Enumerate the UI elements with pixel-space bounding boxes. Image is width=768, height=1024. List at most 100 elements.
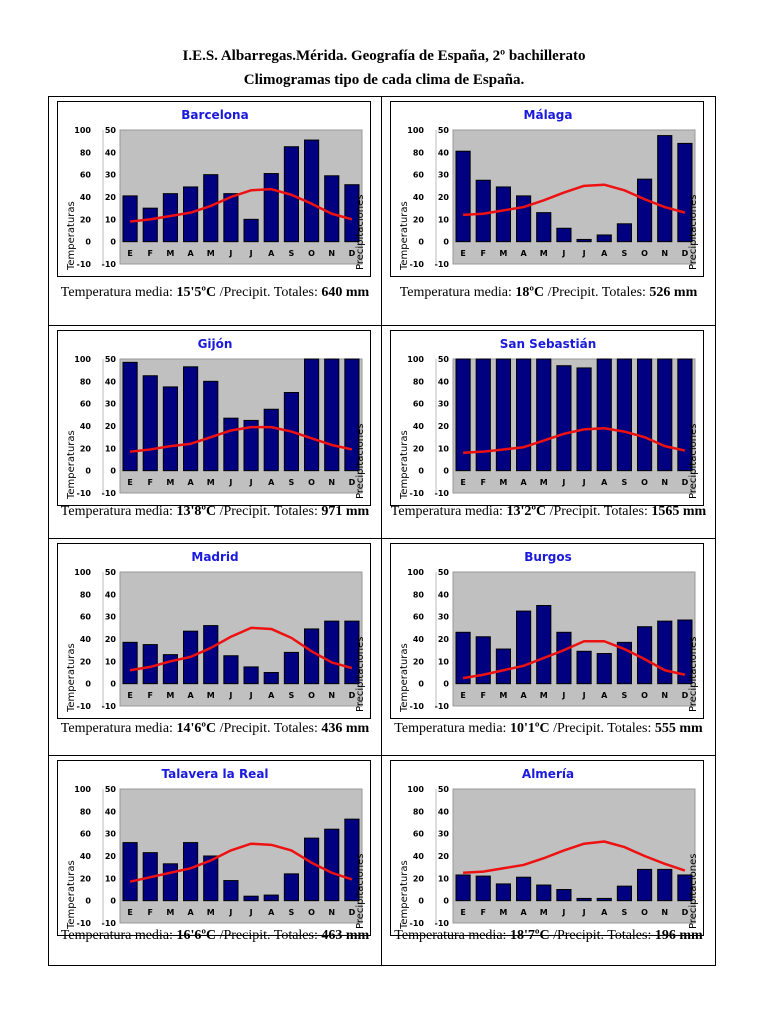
month-label: S <box>289 478 295 487</box>
precip-bar <box>616 641 632 685</box>
precip-bar <box>344 358 360 472</box>
precip-bar <box>122 195 138 243</box>
y-axis-label: Temperaturas <box>399 201 410 271</box>
precip-tick-label: 60 <box>80 613 92 622</box>
precip-bar <box>536 884 552 902</box>
month-label: N <box>661 691 668 700</box>
temperature-line <box>129 842 353 883</box>
month-label: M <box>540 478 548 487</box>
chart-frame: Talavera la Real 50 100 40 80 30 60 20 40 10 20 0 0 -… <box>57 760 371 936</box>
precip-bar <box>637 626 653 685</box>
month-label: A <box>520 249 527 258</box>
temp-tick-label: 50 <box>105 126 117 135</box>
month-label: E <box>460 908 465 917</box>
precip-tick-label: 80 <box>80 807 92 816</box>
precip-tick-label: -10 <box>77 489 92 498</box>
precip-bar <box>677 619 693 685</box>
precip-bar <box>283 651 299 685</box>
temp-tick-label: 50 <box>105 355 117 364</box>
temp-label: Temperatura media: <box>390 504 503 519</box>
precip-tick-label: 80 <box>80 590 92 599</box>
plot-area <box>452 788 696 924</box>
precip-bar <box>243 666 259 685</box>
climograph-chart: Talavera la Real 50 100 40 80 30 60 20 40 10 20 0 0 -… <box>66 767 366 930</box>
temp-tick-label: 50 <box>438 785 450 794</box>
y-axis-label: Temperaturas <box>399 643 410 713</box>
month-label: S <box>622 478 628 487</box>
precip-tick-label: 20 <box>413 657 425 666</box>
climograph-cell: Madrid 50 100 40 80 30 60 20 40 10 20 0 0 -10 -10 E F M A M… <box>49 539 382 756</box>
precip-tick-label: 20 <box>413 874 425 883</box>
month-label: J <box>228 691 232 700</box>
month-label: A <box>601 691 608 700</box>
month-label: F <box>481 249 486 258</box>
precip-tick-label: 80 <box>413 807 425 816</box>
temperature-line <box>462 639 686 680</box>
month-label: E <box>127 478 132 487</box>
temp-label: Temperatura media: <box>394 928 507 943</box>
climograph-cell: Gijón 50 100 40 80 30 60 20 40 10 20 0 0 -10 -10 E F M A M J… <box>49 326 382 539</box>
precip-bar <box>344 184 360 243</box>
month-label: J <box>228 478 232 487</box>
month-label: M <box>499 908 507 917</box>
month-label: A <box>268 478 275 487</box>
month-label: N <box>328 691 335 700</box>
precip-tick-label: 100 <box>407 568 424 577</box>
temp-label: Temperatura media: <box>60 721 173 736</box>
precip-bar <box>657 358 673 472</box>
month-label: J <box>582 908 586 917</box>
precip-bar <box>495 883 512 902</box>
mean-temperature: 13'2ºC <box>506 504 547 519</box>
month-label: S <box>622 249 628 258</box>
precip-bar <box>556 631 572 685</box>
precip-tick-label: 40 <box>413 635 425 644</box>
precip-bar <box>677 142 693 243</box>
precip-bar <box>536 605 552 685</box>
precip-bar <box>223 193 239 243</box>
temperature-line <box>129 425 353 453</box>
precip-tick-label: 0 <box>418 238 424 247</box>
precip-bar <box>142 644 158 685</box>
chart-frame: Burgos 50 100 40 80 30 60 20 40 10 20 0 0 -10 -10 E F M A M… <box>390 543 704 719</box>
temp-tick-label: 40 <box>105 377 117 386</box>
temp-label: Temperatura media: <box>399 285 512 300</box>
temperature-line <box>129 626 353 672</box>
month-label: E <box>127 908 132 917</box>
total-precipitation: 971 mm <box>321 504 370 519</box>
chart-title: Madrid <box>191 550 238 564</box>
precip-label: /Precipit. Totales: <box>547 285 646 300</box>
chart-title: Talavera la Real <box>161 767 268 781</box>
month-label: D <box>349 478 356 487</box>
precip-label: /Precipit. Totales: <box>553 721 652 736</box>
month-label: N <box>328 249 335 258</box>
month-label: M <box>499 478 507 487</box>
precip-bar <box>142 375 158 472</box>
temp-tick-label: 40 <box>105 590 117 599</box>
precip-bar <box>536 358 552 472</box>
chart-frame: Barcelona 50 100 40 80 30 60 20 40 10 20 0 0 -10 -10 E F… <box>57 101 371 277</box>
plot-area <box>119 788 363 924</box>
precip-bar <box>475 179 491 243</box>
mean-temperature: 10'1ºC <box>509 721 550 736</box>
precip-bar <box>263 173 279 243</box>
month-label: N <box>328 908 335 917</box>
month-label: J <box>561 691 565 700</box>
temp-tick-label: -10 <box>102 260 117 269</box>
temp-tick-label: 30 <box>438 400 450 409</box>
climate-summary-caption: Temperatura media: 13'2ºC /Precipit. Tot… <box>382 504 715 520</box>
precip-bar <box>263 894 279 902</box>
climograph-cell: Barcelona 50 100 40 80 30 60 20 40 10 20 0 0 -10 -10 E F… <box>49 97 382 326</box>
month-label: J <box>249 478 253 487</box>
month-label: D <box>349 691 356 700</box>
month-label: S <box>289 691 295 700</box>
mean-temperature: 18'7ºC <box>509 928 550 943</box>
month-label: O <box>308 249 315 258</box>
month-label: E <box>460 478 465 487</box>
temp-tick-label: 10 <box>105 444 117 453</box>
month-label: M <box>499 249 507 258</box>
y-axis-label: Temperaturas <box>399 430 410 500</box>
precip-bar <box>596 653 612 685</box>
precip-bar <box>516 358 532 472</box>
document-header-line1: I.E.S. Albarregas.Mérida. Geografía de E… <box>182 48 586 64</box>
month-label: A <box>187 249 194 258</box>
